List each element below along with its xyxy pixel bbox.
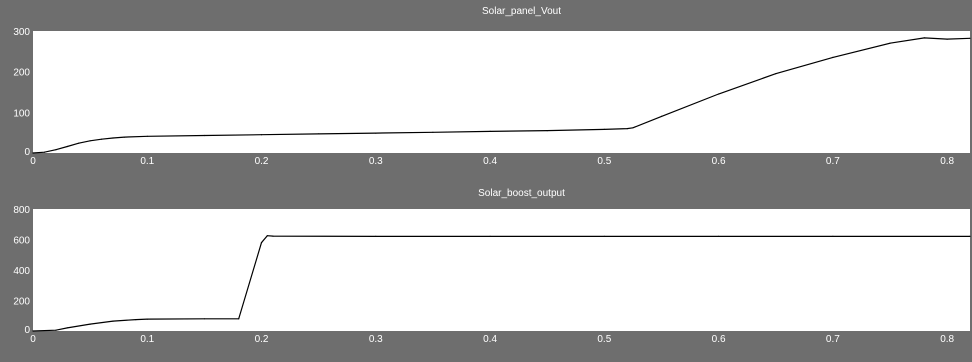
- data-point: [90, 140, 91, 141]
- data-point: [261, 242, 262, 243]
- data-point: [32, 152, 33, 153]
- x-tick-label: 0.6: [712, 156, 726, 167]
- data-point: [261, 134, 262, 135]
- data-point: [375, 236, 376, 237]
- data-point: [718, 93, 719, 94]
- x-tick-label: 0.8: [940, 334, 954, 345]
- data-point: [490, 236, 491, 237]
- y-tick-label: 300: [13, 27, 30, 38]
- plot-title: Solar_boost_output: [478, 188, 565, 199]
- x-tick-label: 0: [30, 156, 36, 167]
- x-tick-label: 0.7: [826, 334, 840, 345]
- data-point: [55, 149, 56, 150]
- x-tick-label: 0.3: [369, 334, 383, 345]
- data-point: [661, 116, 662, 117]
- data-point: [318, 133, 319, 134]
- data-point: [55, 330, 56, 331]
- data-point: [135, 319, 136, 320]
- x-tick-label: 0.6: [712, 334, 726, 345]
- data-point: [832, 57, 833, 58]
- data-point: [272, 236, 273, 237]
- data-point: [627, 128, 628, 129]
- data-point: [67, 327, 68, 328]
- y-tick-label: 600: [13, 236, 30, 247]
- y-tick-label: 200: [13, 297, 30, 308]
- x-tick-label: 0.7: [826, 156, 840, 167]
- data-point: [78, 143, 79, 144]
- data-point: [112, 321, 113, 322]
- x-tick-label: 0.4: [483, 334, 497, 345]
- x-tick-label: 0.3: [369, 156, 383, 167]
- data-point: [718, 236, 719, 237]
- data-point: [775, 73, 776, 74]
- plot-area: [33, 209, 970, 331]
- x-tick-label: 0: [30, 334, 36, 345]
- x-tick-label: 0.2: [255, 334, 269, 345]
- data-point: [238, 318, 239, 319]
- x-tick-label: 0.4: [483, 156, 497, 167]
- data-point: [267, 235, 268, 236]
- data-point: [32, 330, 33, 331]
- data-point: [67, 146, 68, 147]
- plot-area: [33, 31, 970, 153]
- data-point: [924, 37, 925, 38]
- plot-title: Solar_panel_Vout: [482, 6, 561, 17]
- data-point: [147, 319, 148, 320]
- data-point: [604, 129, 605, 130]
- data-point: [832, 236, 833, 237]
- data-point: [204, 318, 205, 319]
- data-point: [101, 139, 102, 140]
- data-point: [44, 152, 45, 153]
- data-point: [432, 132, 433, 133]
- y-tick-label: 400: [13, 266, 30, 277]
- x-tick-label: 0.8: [940, 156, 954, 167]
- x-tick-label: 0.5: [597, 334, 611, 345]
- data-point: [112, 137, 113, 138]
- data-point: [375, 133, 376, 134]
- data-point: [604, 236, 605, 237]
- x-tick-label: 0.1: [140, 334, 154, 345]
- data-point: [632, 127, 633, 128]
- x-tick-label: 0.1: [140, 156, 154, 167]
- data-point: [547, 130, 548, 131]
- data-point: [490, 131, 491, 132]
- data-point: [889, 43, 890, 44]
- y-tick-label: 200: [13, 68, 30, 79]
- data-point: [147, 136, 148, 137]
- data-point: [204, 135, 205, 136]
- data-point: [947, 39, 948, 40]
- y-tick-label: 100: [13, 108, 30, 119]
- data-point: [124, 137, 125, 138]
- data-point: [90, 324, 91, 325]
- data-point: [969, 38, 970, 39]
- x-tick-label: 0.5: [597, 156, 611, 167]
- x-tick-label: 0.2: [255, 156, 269, 167]
- y-tick-label: 800: [13, 205, 30, 216]
- data-point: [969, 236, 970, 237]
